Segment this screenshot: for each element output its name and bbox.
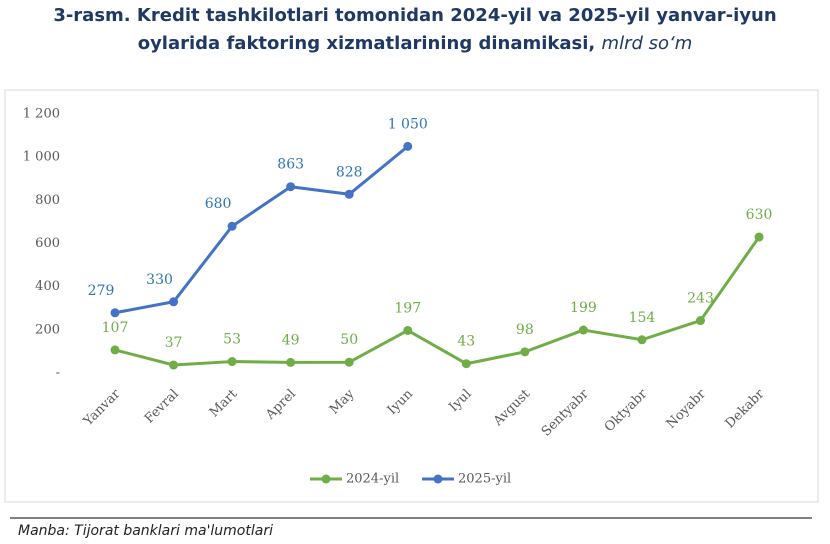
point xyxy=(227,221,237,231)
data-label: 50 xyxy=(340,332,358,348)
data-label: 107 xyxy=(102,320,129,336)
data-label: 43 xyxy=(457,334,475,350)
data-label: 98 xyxy=(516,322,534,338)
point xyxy=(110,308,120,318)
x-tick-label: Oktyabr xyxy=(602,386,651,435)
point xyxy=(110,345,120,355)
x-tick-label: Mart xyxy=(207,386,241,420)
data-label: 199 xyxy=(570,300,597,316)
data-label: 49 xyxy=(282,332,300,348)
y-tick-label: 600 xyxy=(35,236,60,251)
point xyxy=(344,189,354,199)
point xyxy=(344,357,354,367)
x-tick-label: Aprel xyxy=(262,387,299,424)
point xyxy=(461,359,471,369)
y-tick-label: 200 xyxy=(35,322,60,337)
point xyxy=(403,141,413,151)
data-label: 53 xyxy=(223,332,241,348)
data-label: 37 xyxy=(165,335,183,351)
point xyxy=(696,316,705,326)
point xyxy=(286,182,296,192)
x-tick-label: Iyun xyxy=(385,386,417,418)
data-label: 630 xyxy=(746,207,773,223)
point xyxy=(169,360,179,370)
data-label: 154 xyxy=(629,310,656,326)
x-tick-label: May xyxy=(327,386,358,417)
data-label: 1 050 xyxy=(388,116,428,132)
legend-label: 2024-yil xyxy=(346,472,399,487)
x-tick-label: Dekabr xyxy=(723,386,768,431)
title-box: 3-rasm. Kredit tashkilotlari tomonidan 2… xyxy=(10,2,820,58)
y-tick-label: 1 200 xyxy=(23,107,60,122)
data-label: 279 xyxy=(88,283,115,299)
chart-frame xyxy=(4,89,819,503)
data-label: 197 xyxy=(394,300,421,316)
chart-title: 3-rasm. Kredit tashkilotlari tomonidan 2… xyxy=(53,5,777,54)
chart-title-wrap: 3-rasm. Kredit tashkilotlari tomonidan 2… xyxy=(10,2,820,58)
point xyxy=(169,297,179,307)
y-tick-label: - xyxy=(56,366,60,381)
source: Manba: Tijorat banklari ma'lumotlari xyxy=(18,523,273,539)
series-line xyxy=(114,145,409,315)
x-tick-label: Noyabr xyxy=(664,386,710,432)
data-label: 828 xyxy=(336,164,363,180)
data-label: 680 xyxy=(205,196,232,212)
data-label: 330 xyxy=(146,272,173,288)
legend-marker xyxy=(321,474,331,484)
y-tick-label: 800 xyxy=(35,193,60,208)
unit: mlrd so‘m xyxy=(601,33,693,54)
x-tick-label: Yanvar xyxy=(80,386,124,430)
point xyxy=(578,325,588,335)
point xyxy=(520,347,530,357)
y-tick-label: 400 xyxy=(35,279,60,294)
legend-marker xyxy=(433,474,443,484)
point xyxy=(637,335,647,345)
x-tick-label: Sentyabr xyxy=(539,386,592,439)
x-tick-label: Iyul xyxy=(446,387,474,415)
legend-label: 2025-yil xyxy=(458,472,511,487)
series-line xyxy=(114,236,761,367)
point xyxy=(286,357,296,367)
point xyxy=(754,232,764,242)
y-tick-label: 1 000 xyxy=(23,150,60,165)
data-label: 863 xyxy=(277,157,304,173)
x-tick-label: Fevral xyxy=(142,387,182,427)
x-tick-label: Avgust xyxy=(490,386,534,430)
point xyxy=(227,357,237,367)
point xyxy=(403,325,413,335)
data-label: 243 xyxy=(687,291,714,307)
